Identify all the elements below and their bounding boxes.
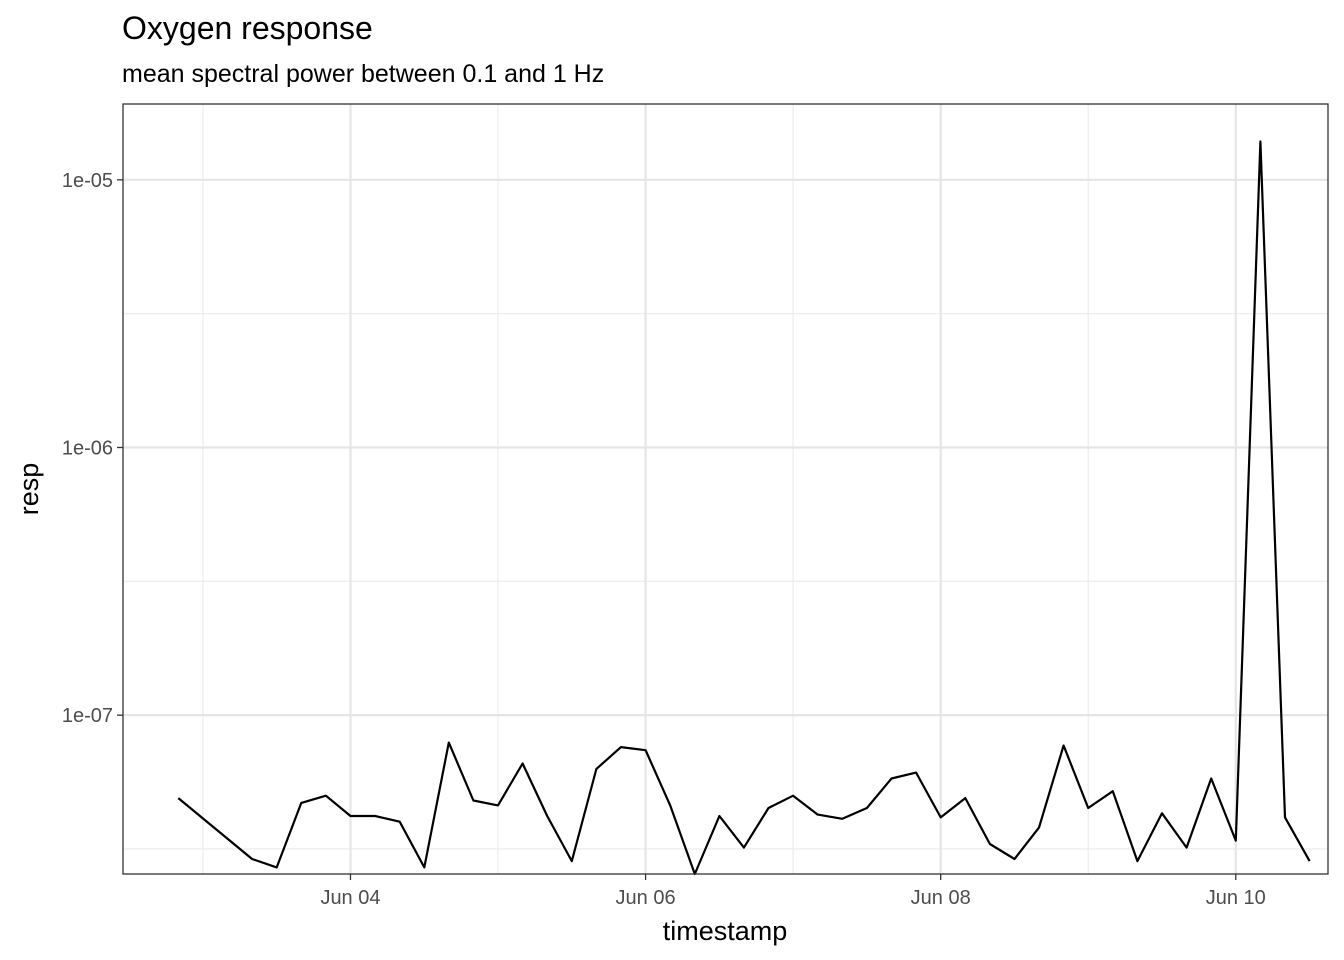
plot-border xyxy=(122,103,1329,875)
x-tick-label: Jun 08 xyxy=(911,887,971,909)
x-tick-label: Jun 10 xyxy=(1206,887,1266,909)
chart-title: Oxygen response xyxy=(122,10,373,46)
x-tick-label: Jun 06 xyxy=(616,887,676,909)
plot-panel xyxy=(123,104,1328,874)
y-axis: 1e-05 1e-06 1e-07 xyxy=(62,170,123,727)
x-axis-title: timestamp xyxy=(663,916,788,946)
minor-gridlines xyxy=(123,104,1328,874)
chart-subtitle: mean spectral power between 0.1 and 1 Hz xyxy=(122,60,604,88)
x-axis: Jun 04 Jun 06 Jun 08 Jun 10 xyxy=(320,874,1266,909)
y-tick-label: 1e-07 xyxy=(62,705,113,727)
y-axis-title: resp xyxy=(14,463,44,516)
series-line xyxy=(177,140,1311,876)
major-gridlines xyxy=(123,104,1328,874)
y-tick-label: 1e-05 xyxy=(62,170,113,192)
x-tick-label: Jun 04 xyxy=(320,887,380,909)
y-tick-label: 1e-06 xyxy=(62,437,113,459)
